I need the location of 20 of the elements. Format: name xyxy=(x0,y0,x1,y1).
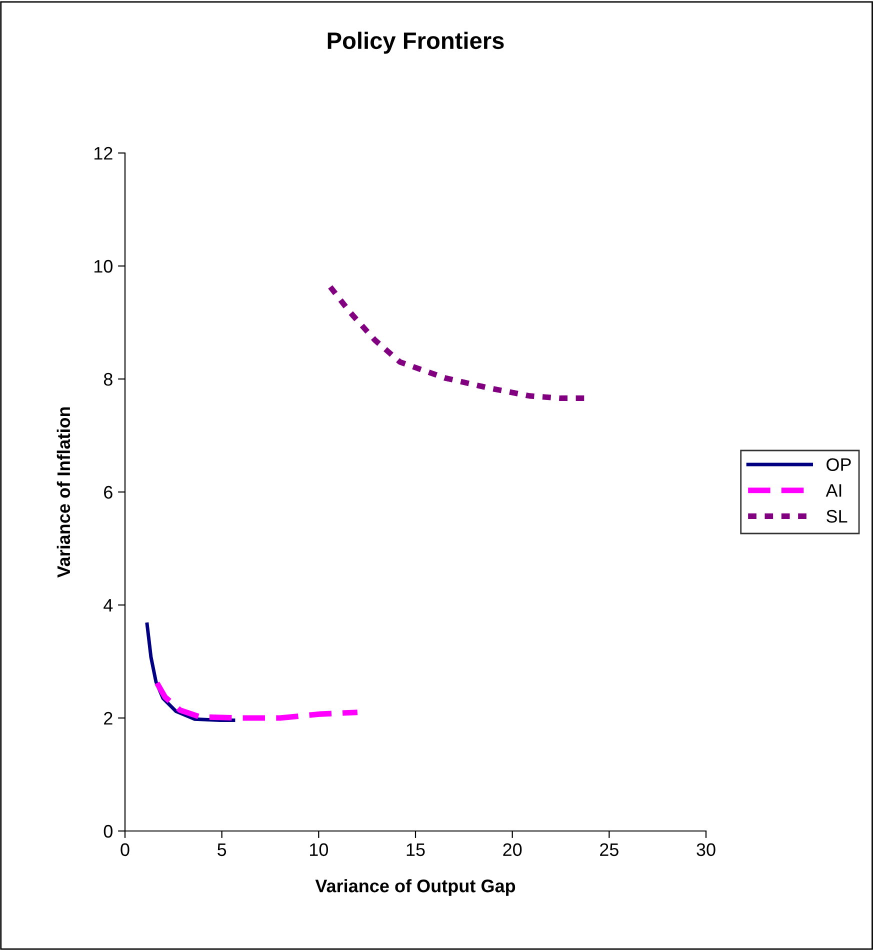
x-tick-label: 25 xyxy=(600,843,618,856)
chart-title: Policy Frontiers xyxy=(328,32,504,54)
x-axis-title: Variance of Output Gap xyxy=(315,879,516,896)
y-tick-label: 6 xyxy=(104,486,112,499)
y-tick-label: 4 xyxy=(104,599,113,612)
y-tick-label: 12 xyxy=(94,146,112,160)
x-tick-label: 10 xyxy=(310,843,328,856)
x-tick-label: 15 xyxy=(406,843,425,856)
y-axis-title: Variance of Inflation xyxy=(56,407,70,578)
x-tick-label: 30 xyxy=(696,843,716,856)
legend-label: SL xyxy=(826,510,848,523)
x-tick-label: 0 xyxy=(120,843,130,856)
y-tick-label: 0 xyxy=(104,824,112,838)
y-tick-label: 2 xyxy=(104,712,112,725)
y-tick-label: 10 xyxy=(94,260,112,273)
y-tick-label: 8 xyxy=(104,372,112,386)
legend-label: OP xyxy=(826,458,851,471)
legend-label: AI xyxy=(826,484,842,497)
x-tick-label: 20 xyxy=(503,843,522,856)
x-tick-label: 5 xyxy=(218,843,226,856)
